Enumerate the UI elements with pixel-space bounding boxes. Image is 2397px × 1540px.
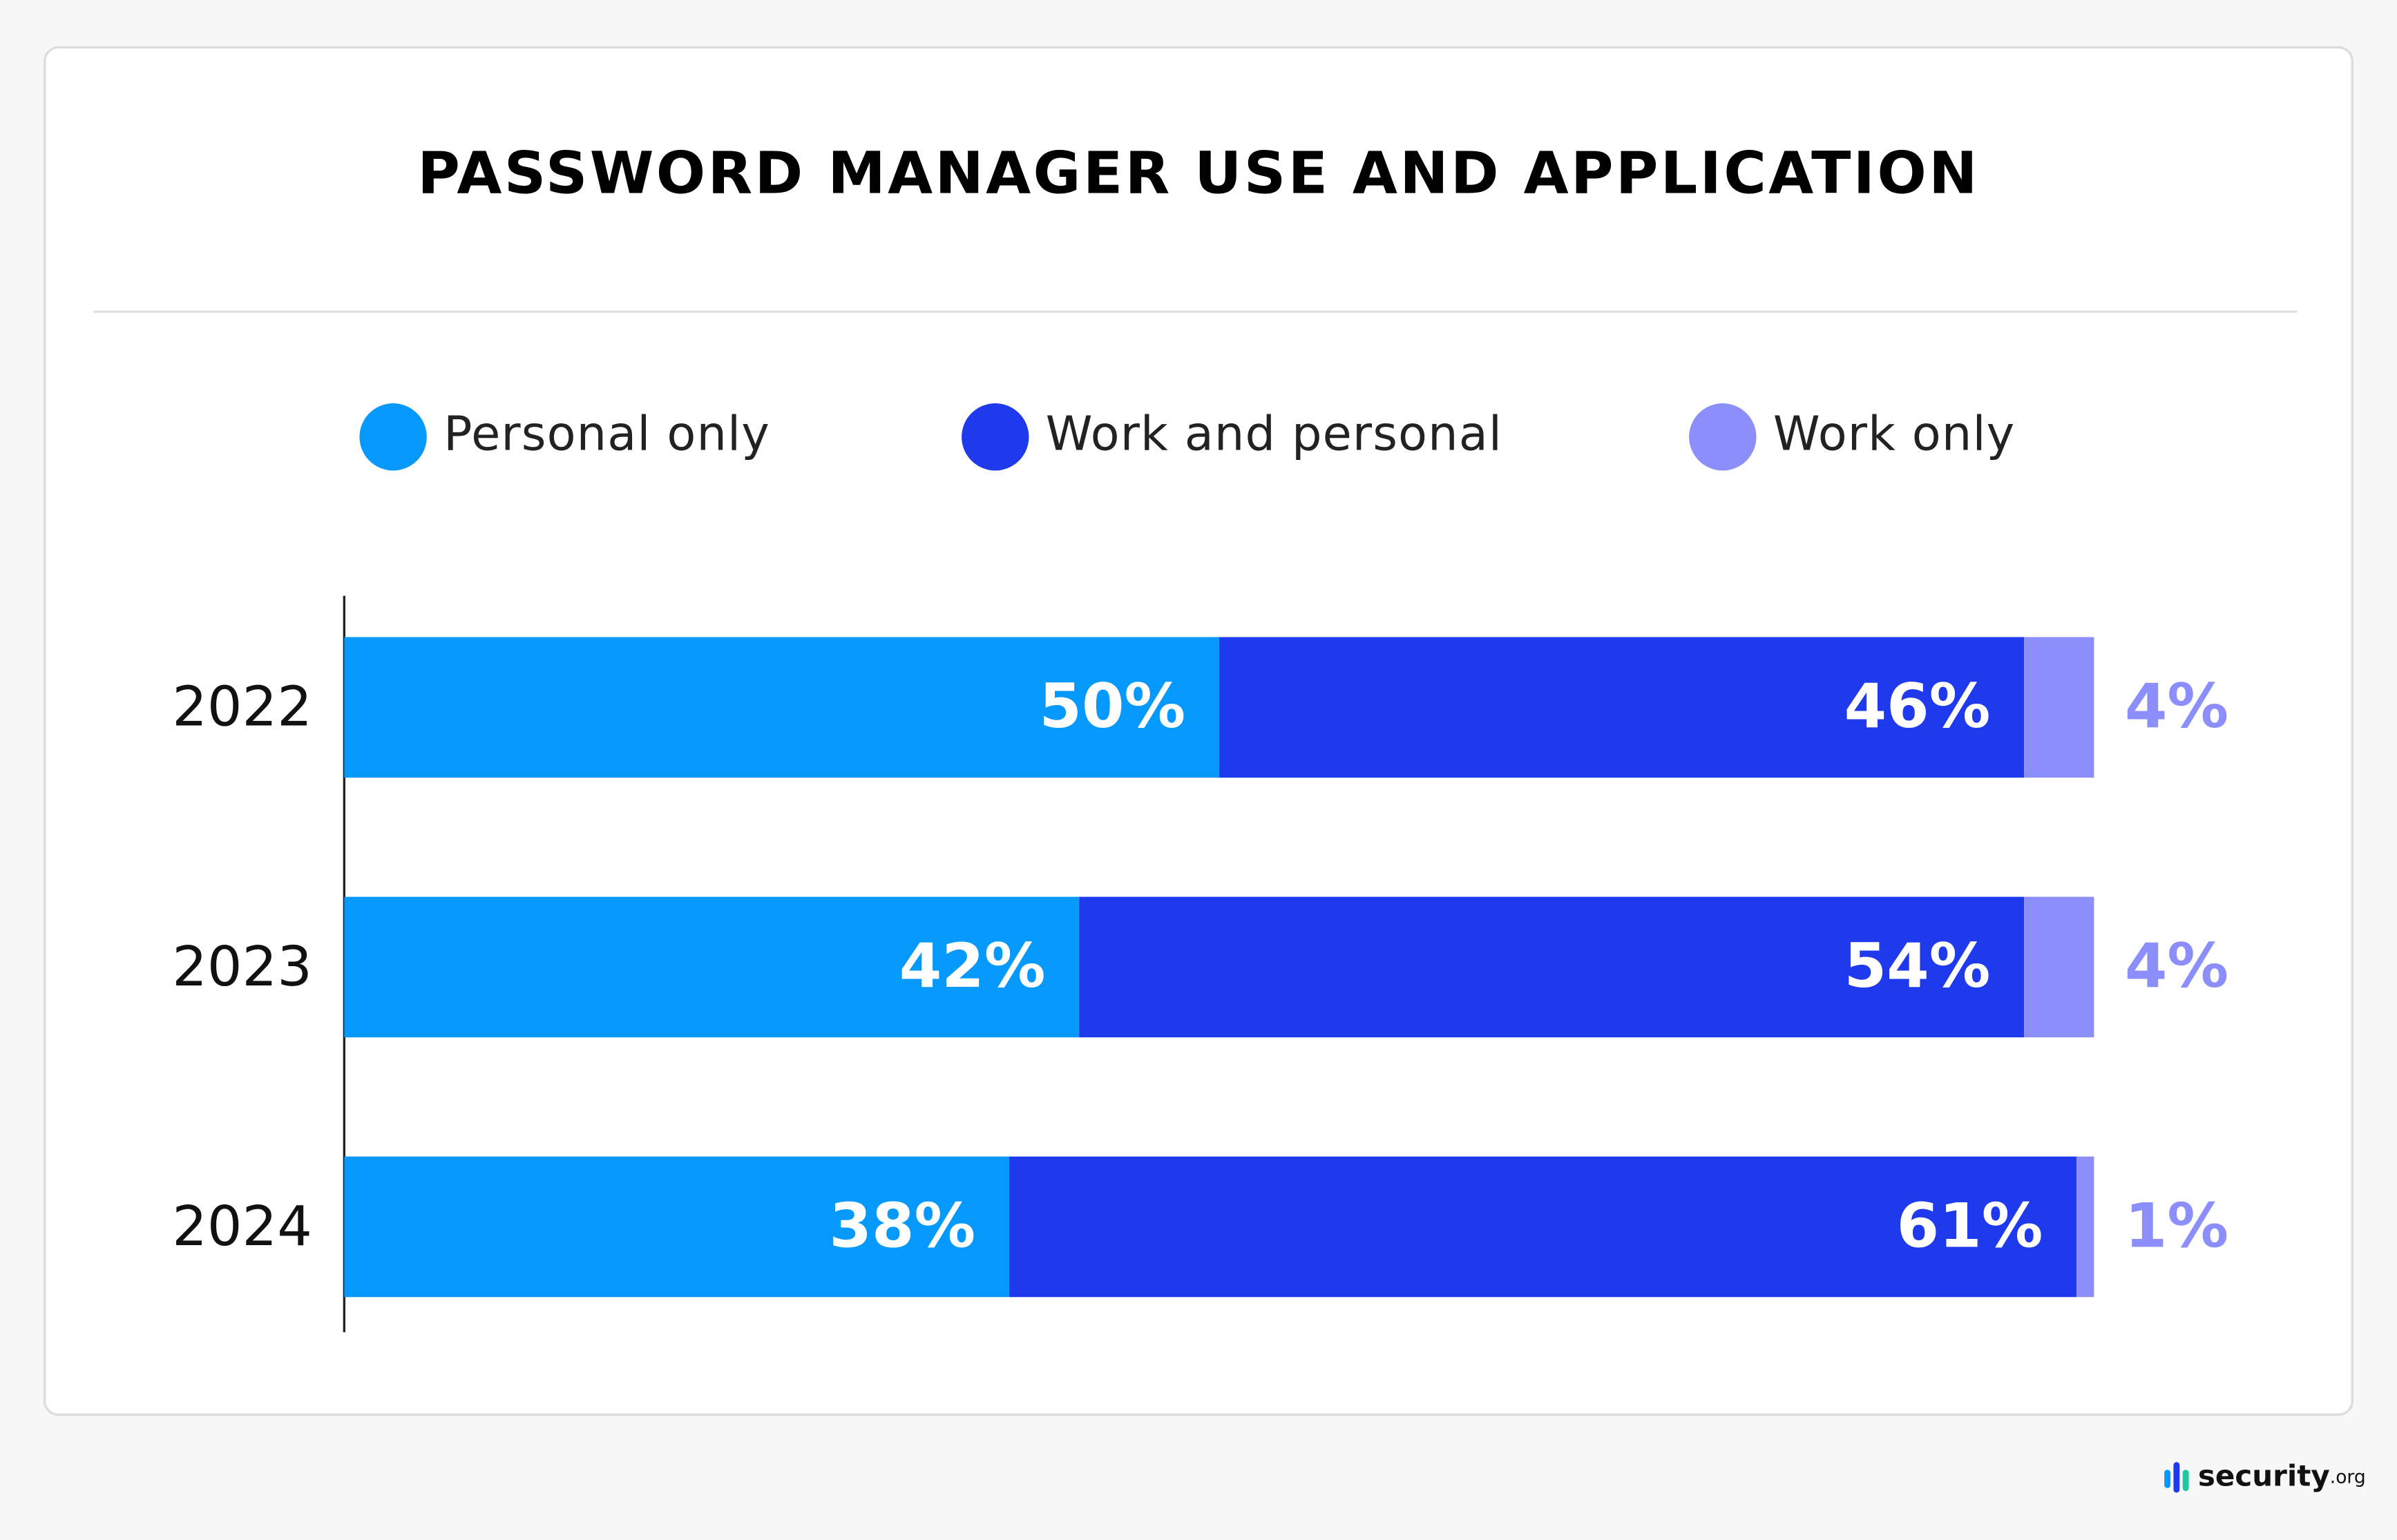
- chart-title: PASSWORD MANAGER USE AND APPLICATION: [417, 139, 1980, 207]
- logo-icon: [2164, 1470, 2171, 1488]
- legend-swatch: [359, 403, 427, 471]
- y-tick-label: 2022: [172, 675, 312, 739]
- bar-segment: [344, 896, 1080, 1038]
- value-label: 50%: [1039, 671, 1185, 742]
- brand-suffix: .org: [2330, 1466, 2366, 1488]
- value-label: 4%: [2125, 930, 2228, 1001]
- y-tick-label: 2024: [172, 1194, 312, 1258]
- logo-icon: [2182, 1470, 2189, 1492]
- value-label: 38%: [829, 1190, 975, 1261]
- bar-segment: [1009, 1156, 2077, 1298]
- brand-name: security: [2198, 1459, 2330, 1492]
- value-label: 4%: [2125, 671, 2228, 742]
- bar-segment: [344, 1156, 1009, 1298]
- brand-logo: security.org: [2164, 1459, 2366, 1493]
- bar-segment: [344, 637, 1219, 778]
- bar-segment: [2076, 1156, 2094, 1298]
- value-label: 42%: [899, 930, 1046, 1001]
- legend-swatch: [1689, 403, 1757, 471]
- bar-segment: [1079, 896, 2025, 1038]
- legend-swatch: [962, 403, 1029, 471]
- value-label: 1%: [2125, 1190, 2228, 1261]
- legend-label: Work and personal: [1046, 407, 1502, 462]
- bar-segment: [1219, 637, 2025, 778]
- legend-label: Personal only: [443, 407, 770, 462]
- logo-icon: [2173, 1462, 2180, 1493]
- legend-label: Work only: [1773, 407, 2015, 462]
- value-label: 61%: [1897, 1190, 2043, 1261]
- y-tick-label: 2023: [172, 934, 312, 999]
- bar-segment: [2024, 896, 2094, 1038]
- value-label: 54%: [1844, 930, 1991, 1001]
- bar-segment: [2024, 637, 2094, 778]
- brand-name: security.org: [2198, 1459, 2366, 1492]
- value-label: 46%: [1844, 671, 1991, 742]
